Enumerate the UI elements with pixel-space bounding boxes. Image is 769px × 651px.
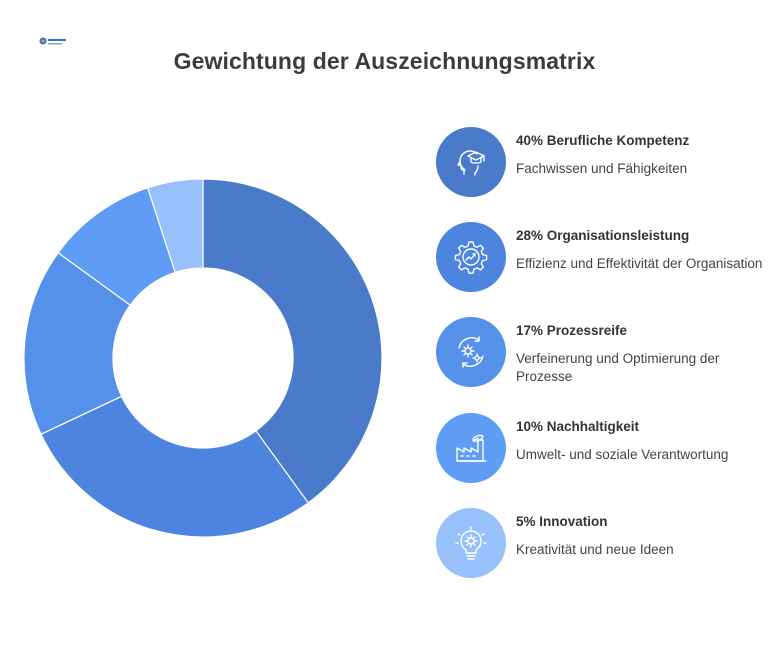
- donut-slice-berufliche-kompetenz: [202, 178, 383, 504]
- legend-color-swatch: [436, 222, 506, 292]
- gears-cycle-icon: [458, 336, 484, 368]
- lightbulb-gear-icon: [455, 526, 487, 560]
- head-graduation-cap-icon: [457, 150, 485, 176]
- legend-item-organisationsleistung: 28% Organisationsleistung Effizienz und …: [436, 222, 766, 294]
- legend-heading: 17% Prozessreife: [516, 323, 628, 338]
- logo-icon: [39, 37, 66, 45]
- legend-heading: 5% Innovation: [516, 514, 608, 529]
- factory-leaf-icon: [456, 434, 487, 462]
- page-title: Gewichtung der Auszeichnungsmatrix: [173, 48, 596, 74]
- legend-description: Verfeinerung und Optimierung der Prozess…: [516, 351, 720, 384]
- donut-slice-organisationsleistung: [40, 395, 310, 538]
- legend-item-nachhaltigkeit: 10% Nachhaltigkeit Umwelt- und soziale V…: [436, 413, 766, 485]
- legend-color-swatch: [436, 317, 506, 387]
- legend-item-berufliche-kompetenz: 40% Berufliche Kompetenz Fachwissen und …: [436, 127, 766, 199]
- legend-description: Fachwissen und Fähigkeiten: [516, 161, 688, 176]
- legend-heading: 10% Nachhaltigkeit: [516, 419, 640, 434]
- donut-slice-innovation: [146, 178, 204, 274]
- legend-description: Kreativität und neue Ideen: [516, 542, 674, 557]
- legend-color-swatch: [436, 508, 506, 578]
- legend-description: Umwelt- und soziale Verantwortung: [516, 447, 729, 462]
- donut-slice-prozessreife: [23, 251, 132, 436]
- legend-color-swatch: [436, 413, 506, 483]
- legend-description: Effizienz und Effektivität der Organisat…: [516, 256, 763, 271]
- donut-chart: [23, 178, 383, 538]
- legend-item-innovation: 5% Innovation Kreativität und neue Ideen: [436, 508, 766, 580]
- legend-heading: 28% Organisationsleistung: [516, 228, 690, 243]
- gear-chart-icon: [454, 241, 488, 274]
- legend-heading: 40% Berufliche Kompetenz: [516, 133, 690, 148]
- legend-color-swatch: [436, 127, 506, 197]
- legend-item-prozessreife: 17% Prozessreife Verfeinerung und Optimi…: [436, 317, 766, 389]
